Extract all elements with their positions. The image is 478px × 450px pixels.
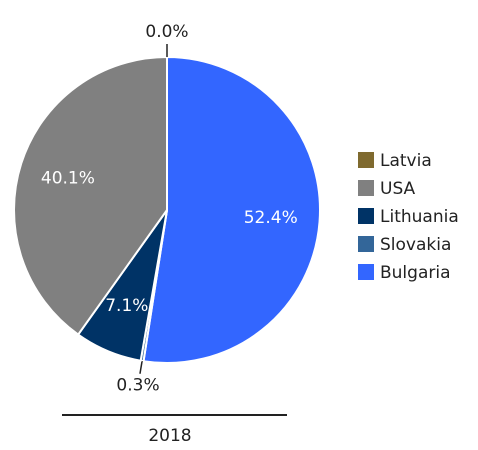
legend-swatch xyxy=(358,152,374,168)
pie-slice xyxy=(13,55,168,336)
legend-swatch xyxy=(358,208,374,224)
value-label: 40.1% xyxy=(41,168,95,188)
pie-slice xyxy=(142,55,321,364)
legend-label: USA xyxy=(380,179,416,199)
value-label: 7.1% xyxy=(105,296,148,316)
leader-line xyxy=(139,360,143,374)
legend-label: Latvia xyxy=(380,151,432,171)
legend-label: Bulgaria xyxy=(380,263,451,283)
category-label: 2018 xyxy=(148,426,191,446)
legend-swatch xyxy=(358,236,374,252)
value-label: 52.4% xyxy=(244,208,298,228)
value-label: 0.0% xyxy=(145,22,188,42)
legend-label: Lithuania xyxy=(380,207,459,227)
legend-swatch xyxy=(358,264,374,280)
legend-label: Slovakia xyxy=(380,235,451,255)
value-label: 0.3% xyxy=(116,376,159,396)
legend-swatch xyxy=(358,180,374,196)
